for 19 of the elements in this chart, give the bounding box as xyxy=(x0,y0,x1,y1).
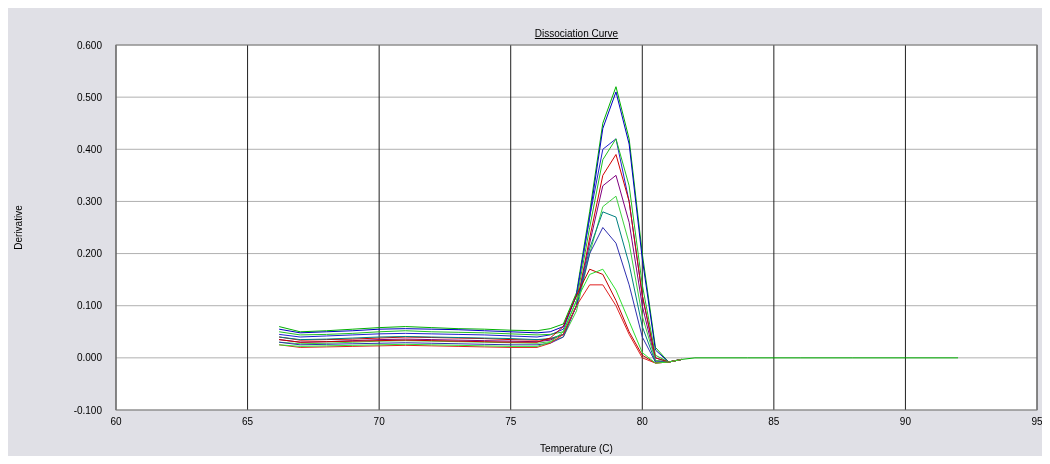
x-tick-label: 65 xyxy=(242,416,254,427)
y-tick-label: 0.100 xyxy=(76,300,103,312)
x-tick-label: 95 xyxy=(1031,416,1043,427)
y-tick-label: 0.400 xyxy=(76,143,103,155)
x-tick-label: 70 xyxy=(373,416,386,427)
y-tick-label: 0.300 xyxy=(76,195,103,207)
y-tick-label: -0.100 xyxy=(73,404,103,416)
x-tick-label: 80 xyxy=(636,416,649,427)
y-tick-label: 0.200 xyxy=(76,248,103,260)
y-tick-label: 0.600 xyxy=(76,39,103,51)
x-tick-label: 75 xyxy=(505,416,517,427)
x-tick-label: 90 xyxy=(899,416,912,427)
x-axis-title: Temperature (C) xyxy=(540,443,613,454)
chart-title: Dissociation Curve xyxy=(534,28,619,39)
x-tick-label: 60 xyxy=(110,416,122,427)
y-tick-label: 0.000 xyxy=(76,352,103,364)
x-tick-label: 85 xyxy=(768,416,780,427)
y-axis-title: Derivative xyxy=(13,204,24,250)
y-tick-label: 0.500 xyxy=(76,91,103,103)
